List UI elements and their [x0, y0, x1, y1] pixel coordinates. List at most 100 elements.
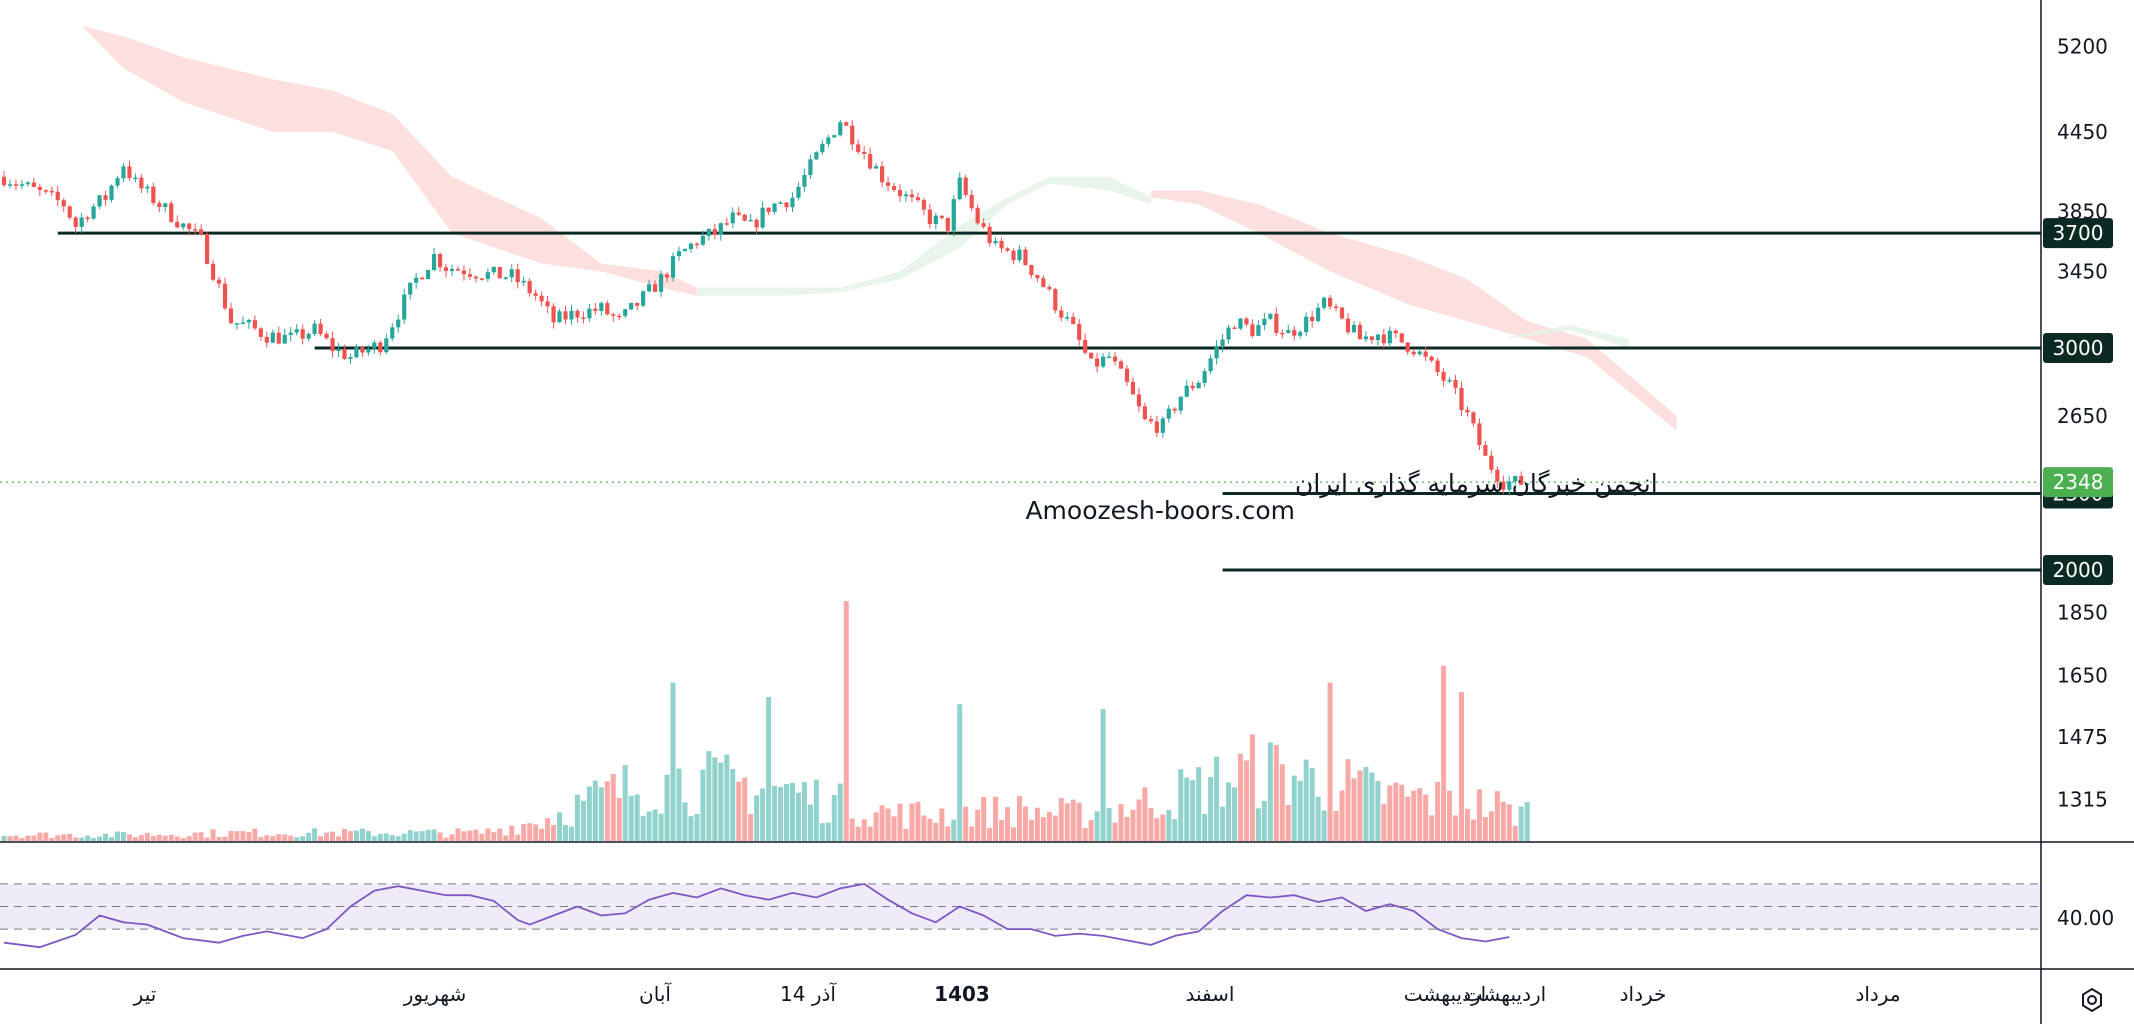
volume-bar: [945, 826, 951, 841]
volume-bar: [515, 834, 521, 841]
candle: [420, 276, 425, 280]
volume-bar: [1297, 780, 1303, 841]
candle: [1154, 415, 1159, 438]
candle: [234, 323, 240, 330]
candle-body: [1519, 476, 1524, 485]
candle: [1136, 388, 1142, 412]
candle-body: [19, 184, 25, 186]
candle-body: [1423, 351, 1428, 357]
candle: [1256, 320, 1261, 337]
candle: [121, 162, 126, 183]
candle: [13, 179, 19, 191]
candle: [109, 184, 114, 203]
candle-body: [205, 233, 210, 264]
candle: [891, 183, 897, 192]
candle: [366, 345, 371, 356]
volume-bar: [873, 812, 879, 841]
candle-body: [1507, 481, 1512, 490]
volume-bar: [13, 835, 19, 841]
candle: [222, 277, 228, 310]
candle: [909, 189, 915, 203]
candle: [1, 170, 7, 188]
volume-bar: [879, 805, 885, 841]
volume-bar: [222, 836, 228, 841]
candle: [216, 276, 222, 289]
candle: [605, 300, 610, 316]
volume-bar: [580, 800, 586, 841]
candle-body: [981, 223, 986, 227]
volume-bar: [479, 833, 485, 841]
level-tag-2000: 2000: [2043, 555, 2113, 585]
volume-bar: [664, 774, 670, 841]
candle-body: [246, 319, 251, 323]
candle-body: [772, 203, 777, 213]
candle: [1441, 368, 1446, 387]
volume-bar: [1447, 790, 1453, 841]
candle: [1507, 475, 1512, 496]
volume-bar: [1208, 776, 1214, 841]
candle: [336, 343, 341, 358]
candle: [1513, 475, 1518, 487]
candle-body: [748, 219, 753, 222]
volume-bar: [1327, 682, 1333, 841]
candle: [25, 180, 30, 187]
candle-body: [426, 269, 431, 280]
candle: [252, 315, 257, 331]
candle-body: [1489, 455, 1494, 470]
candle-body: [264, 336, 269, 343]
candle: [509, 264, 514, 283]
candle: [1292, 326, 1297, 341]
y-axis[interactable]: 52004450385034502650185016501475131540.0…: [2057, 35, 2114, 930]
candle: [879, 161, 885, 188]
candle: [676, 246, 682, 261]
watermark-line-1: انجمن خبرگان سرمایه گذاری ایران: [1295, 469, 1658, 498]
candle-body: [366, 348, 371, 353]
candle: [288, 326, 293, 342]
volume-bar: [789, 782, 795, 841]
candle-body: [133, 177, 138, 180]
volume-bar: [1010, 827, 1016, 841]
candle: [348, 353, 353, 365]
x-tick-label: 14 آذر: [780, 981, 837, 1006]
candle-body: [1029, 264, 1034, 275]
candle-body: [676, 251, 682, 257]
candle: [796, 182, 801, 201]
volume-bar: [365, 831, 371, 841]
candle-body: [79, 217, 84, 227]
candle: [682, 248, 688, 252]
candle-body: [1047, 286, 1052, 290]
settings-button[interactable]: [2072, 982, 2112, 1018]
candle-body: [282, 334, 287, 344]
candle-body: [1459, 387, 1464, 410]
candle-body: [437, 254, 443, 268]
candle-body: [641, 291, 646, 306]
candle-body: [1268, 313, 1273, 319]
candle-body: [228, 308, 234, 324]
candle-body: [491, 266, 496, 273]
candle-body: [1208, 358, 1213, 372]
candle: [372, 340, 377, 354]
support-resistance-levels[interactable]: [57, 231, 2041, 572]
volume-bar: [485, 828, 491, 841]
candle-body: [575, 310, 580, 318]
candle: [360, 346, 365, 357]
volume-bar: [700, 769, 706, 841]
x-axis[interactable]: تیر شهریور آبان 14 آذر 1403 اسفند اردیبهشتاردی…: [133, 981, 1901, 1006]
candle-body: [527, 280, 532, 294]
candle-body: [754, 219, 759, 228]
volume-bar: [1094, 811, 1100, 841]
current-price-tag-text: 2348: [2053, 470, 2104, 494]
volume-bar: [1399, 784, 1405, 841]
candle: [1029, 264, 1034, 279]
candle-body: [479, 278, 484, 280]
candle-body: [856, 144, 861, 152]
candle-body: [1351, 324, 1357, 333]
candle: [1298, 330, 1303, 339]
candle-body: [25, 182, 30, 185]
candle: [1160, 416, 1165, 438]
volume-bar: [1279, 764, 1285, 841]
candle-body: [521, 280, 526, 283]
